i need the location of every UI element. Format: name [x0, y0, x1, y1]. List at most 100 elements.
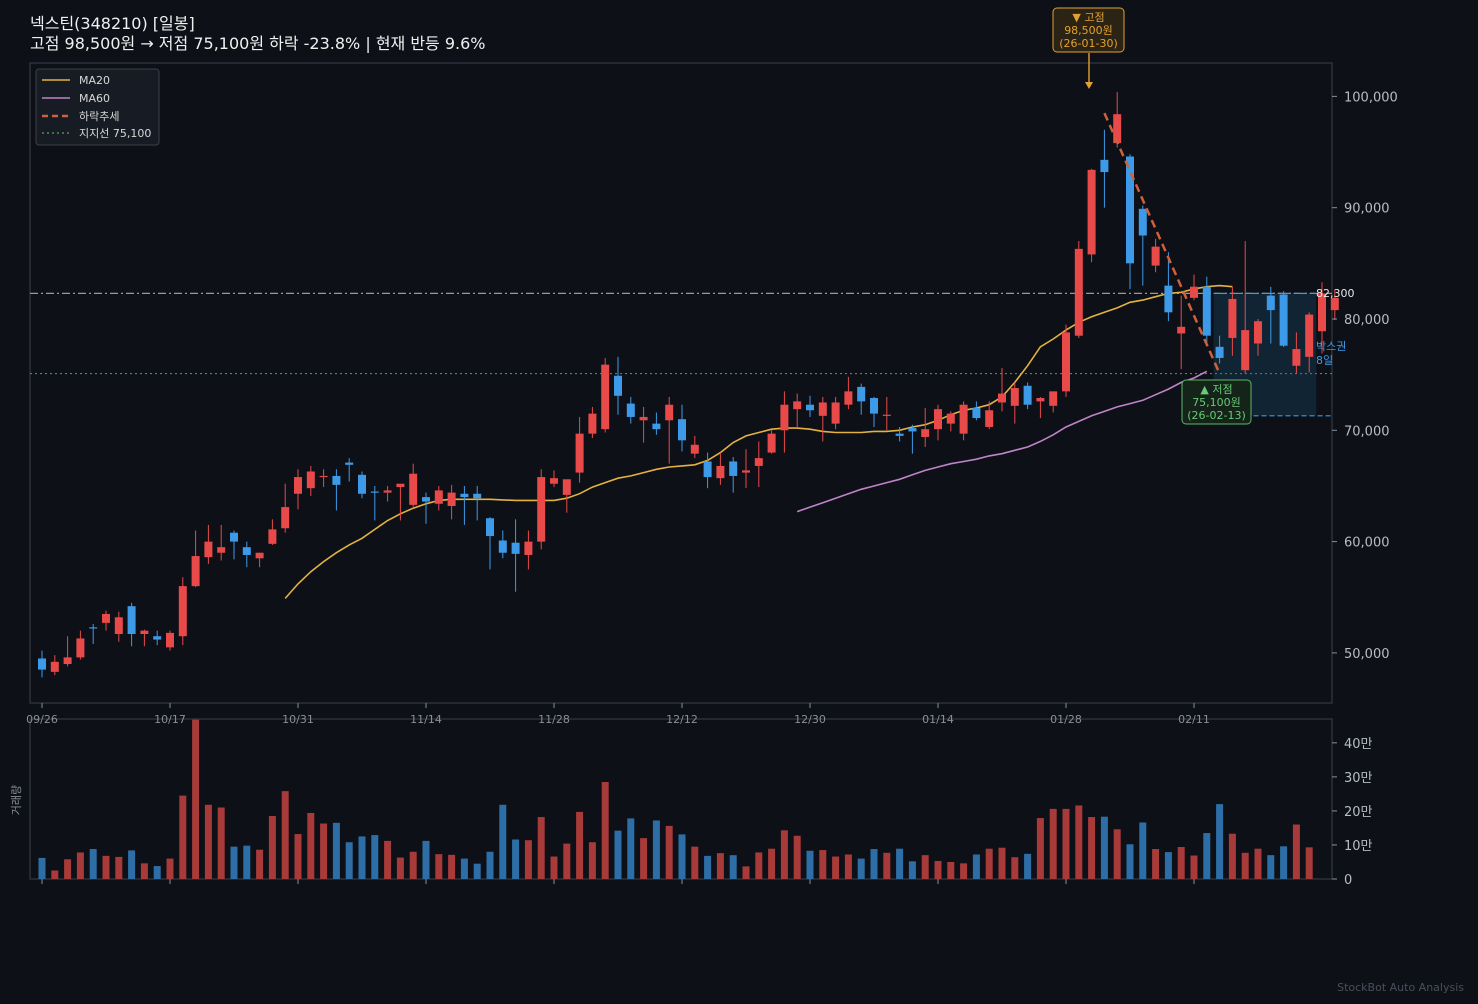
candle-body: [127, 606, 136, 634]
candle: [447, 484, 456, 520]
candle-body: [1202, 286, 1211, 336]
volume-bar: [729, 855, 737, 879]
candle: [921, 408, 930, 447]
volume-bar: [294, 834, 302, 879]
volume-bar: [89, 849, 97, 879]
candle-body: [908, 428, 917, 432]
candle: [1113, 91, 1122, 148]
candle: [1228, 286, 1237, 356]
candle-body: [665, 404, 674, 421]
candle: [780, 391, 789, 453]
candle-body: [959, 404, 968, 434]
candle: [626, 396, 635, 424]
candle: [1062, 324, 1070, 397]
candle-body: [242, 547, 251, 555]
volume-bar: [115, 856, 123, 879]
x-tick-label: 01/28: [1050, 713, 1082, 726]
candle-body: [294, 477, 302, 494]
volume-bar: [1011, 857, 1019, 879]
candle: [178, 577, 187, 646]
candle-body: [473, 493, 482, 499]
candle: [370, 485, 379, 521]
watermark: StockBot Auto Analysis: [1337, 981, 1464, 994]
volume-bar: [896, 848, 904, 879]
candle: [1292, 332, 1301, 374]
candle-body: [409, 473, 418, 505]
candle: [601, 357, 610, 433]
candle: [191, 530, 200, 588]
candle: [959, 401, 968, 441]
candle-body: [422, 497, 430, 502]
candle-body: [447, 492, 456, 506]
volume-bar: [934, 860, 942, 879]
candle: [1215, 335, 1224, 364]
high-annotation-box: [1052, 7, 1125, 53]
candle-body: [575, 433, 584, 473]
candle-body: [255, 552, 264, 559]
volume-bar: [537, 817, 545, 879]
candle-body: [562, 479, 571, 495]
volume-bars: [38, 719, 1313, 879]
candle: [1100, 129, 1109, 208]
candle: [1164, 252, 1173, 322]
candle: [1087, 168, 1096, 263]
candle: [166, 630, 174, 651]
candle-body: [1126, 156, 1134, 264]
volume-bar: [716, 853, 724, 879]
volume-bar: [1126, 844, 1134, 879]
volume-bar: [1203, 833, 1211, 879]
candle-body: [140, 630, 149, 634]
candle-body: [870, 398, 878, 414]
volume-axis-label: 거래량: [10, 785, 23, 815]
volume-bar: [1113, 829, 1121, 879]
volume-bar: [678, 834, 686, 879]
volume-bar: [1088, 817, 1096, 879]
resistance-label: 82,300: [1316, 287, 1355, 300]
candle-body: [793, 401, 802, 410]
candle: [998, 367, 1006, 412]
volume-tick-label: 0: [1344, 873, 1352, 888]
candle: [345, 458, 354, 482]
candle-body: [204, 541, 213, 558]
candle: [1023, 382, 1032, 410]
volume-tick-label: 20만: [1344, 805, 1373, 820]
candle-body: [652, 423, 661, 430]
candle-body: [882, 414, 891, 416]
candle-body: [383, 490, 392, 493]
x-tick-label: 10/31: [282, 713, 314, 726]
candle-body: [1138, 208, 1147, 236]
candle: [319, 469, 328, 488]
candle-body: [946, 413, 955, 424]
candle-body: [1036, 398, 1045, 402]
candle: [767, 430, 776, 454]
candle: [1177, 295, 1186, 370]
candle-body: [857, 386, 866, 402]
volume-bar: [1100, 816, 1108, 879]
candle-body: [754, 458, 763, 466]
volume-bar: [1292, 824, 1300, 879]
candle: [678, 404, 686, 452]
volume-bar: [435, 854, 443, 879]
volume-bar: [960, 863, 968, 879]
candle: [358, 471, 366, 499]
candle: [230, 530, 238, 560]
candle: [473, 485, 482, 521]
candle-body: [1074, 248, 1083, 336]
candle-body: [588, 413, 597, 434]
price-tick-label: 100,000: [1344, 90, 1398, 105]
candle-body: [601, 364, 610, 430]
candles: [38, 91, 1339, 678]
low-annotation-line1: ▲ 저점: [1200, 383, 1232, 396]
legend-ma60-label: MA60: [79, 92, 110, 105]
volume-bar: [409, 851, 417, 879]
candle: [1279, 291, 1288, 347]
price-tick-label: 90,000: [1344, 202, 1390, 217]
candle-body: [1023, 385, 1032, 405]
candle: [50, 655, 59, 676]
volume-bar: [384, 840, 392, 879]
candle: [844, 376, 853, 410]
candle-body: [332, 475, 341, 485]
candle-body: [934, 409, 942, 430]
candle-body: [1254, 321, 1262, 344]
volume-bar: [1049, 808, 1057, 879]
